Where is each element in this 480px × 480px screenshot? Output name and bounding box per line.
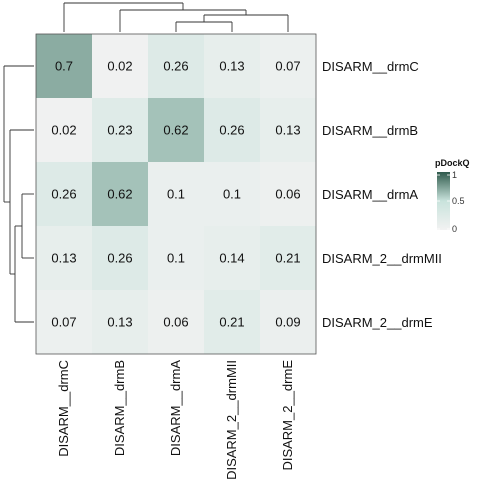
legend-ticks: 10.50 bbox=[437, 170, 465, 234]
heatmap-cell bbox=[148, 34, 204, 98]
heatmap-cell bbox=[204, 290, 260, 354]
cell-value-label: 0.7 bbox=[55, 59, 73, 74]
heatmap-cell bbox=[148, 98, 204, 162]
legend-title: pDockQ bbox=[435, 158, 470, 168]
row-label: DISARM__drmA bbox=[322, 187, 418, 202]
heatmap-cell bbox=[92, 34, 148, 98]
column-dendrogram bbox=[63, 2, 289, 32]
cell-value-label: 0.07 bbox=[51, 315, 76, 330]
cell-value-label: 0.23 bbox=[107, 123, 132, 138]
row-label: DISARM__drmC bbox=[322, 59, 419, 74]
row-label: DISARM__drmB bbox=[322, 123, 418, 138]
heatmap-cell bbox=[36, 162, 92, 226]
cell-value-label: 0.1 bbox=[167, 187, 185, 202]
column-label: DISARM__drmC bbox=[56, 360, 71, 457]
column-labels: DISARM__drmC DISARM__drmB DISARM__drmA DISA… bbox=[56, 360, 295, 480]
heatmap-cell bbox=[204, 98, 260, 162]
cell-value-label: 0.06 bbox=[275, 187, 300, 202]
heatmap-cell bbox=[260, 290, 316, 354]
heatmap-cell bbox=[148, 226, 204, 290]
legend-tick-label: 0.5 bbox=[452, 196, 465, 206]
column-label: DISARM_2__drmE bbox=[280, 360, 295, 471]
cell-value-label: 0.02 bbox=[107, 59, 132, 74]
cell-value-label: 0.13 bbox=[275, 123, 300, 138]
cell-value-label: 0.06 bbox=[163, 315, 188, 330]
cell-value-label: 0.13 bbox=[107, 315, 132, 330]
cell-value-label: 0.26 bbox=[107, 251, 132, 266]
heatmap-cell bbox=[260, 162, 316, 226]
heatmap-border bbox=[35, 33, 317, 355]
column-label: DISARM__drmA bbox=[168, 360, 183, 456]
column-label: DISARM_2__drmMII bbox=[224, 360, 239, 480]
row-label: DISARM_2__drmMII bbox=[322, 251, 442, 266]
heatmap-cell bbox=[260, 98, 316, 162]
heatmap-cell bbox=[148, 162, 204, 226]
heatmap-cell bbox=[92, 290, 148, 354]
heatmap-cell bbox=[92, 98, 148, 162]
heatmap-cell bbox=[36, 226, 92, 290]
heatmap-cell bbox=[36, 34, 92, 98]
legend-tick-label: 1 bbox=[452, 170, 457, 180]
cell-value-label: 0.62 bbox=[107, 187, 132, 202]
column-label: DISARM__drmB bbox=[112, 360, 127, 456]
color-legend: pDockQ 10.50 bbox=[435, 158, 470, 234]
cell-value-label: 0.21 bbox=[275, 251, 300, 266]
cell-value-label: 0.02 bbox=[51, 123, 76, 138]
heatmap-cell bbox=[204, 226, 260, 290]
cell-value-label: 0.13 bbox=[51, 251, 76, 266]
heatmap-cell bbox=[92, 226, 148, 290]
cell-value-label: 0.13 bbox=[219, 59, 244, 74]
heatmap-cell bbox=[148, 290, 204, 354]
heatmap-cell bbox=[36, 290, 92, 354]
heatmap-cell bbox=[260, 226, 316, 290]
heatmap-cell bbox=[92, 162, 148, 226]
heatmap-cell bbox=[204, 34, 260, 98]
cell-value-label: 0.26 bbox=[163, 59, 188, 74]
heatmap-cell bbox=[36, 98, 92, 162]
cell-value-label: 0.09 bbox=[275, 315, 300, 330]
cell-value-label: 0.26 bbox=[51, 187, 76, 202]
cell-value-labels: 0.7 0.02 0.26 0.13 0.07 0.02 0.23 0.62 0.26 0.13 0… bbox=[51, 59, 300, 330]
legend-tick-label: 0 bbox=[452, 224, 457, 234]
heatmap-cell bbox=[204, 162, 260, 226]
cell-value-label: 0.21 bbox=[219, 315, 244, 330]
row-dendrogram bbox=[3, 65, 34, 323]
cell-value-label: 0.14 bbox=[219, 251, 244, 266]
cell-value-label: 0.26 bbox=[219, 123, 244, 138]
cell-value-label: 0.1 bbox=[167, 251, 185, 266]
heatmap-cell bbox=[260, 34, 316, 98]
cell-value-label: 0.62 bbox=[163, 123, 188, 138]
heatmap-cells bbox=[36, 34, 316, 354]
legend-colorbar bbox=[437, 172, 450, 230]
row-labels: DISARM__drmC DISARM__drmB DISARM__drmA DISA… bbox=[322, 59, 442, 330]
cell-value-label: 0.1 bbox=[223, 187, 241, 202]
cell-value-label: 0.07 bbox=[275, 59, 300, 74]
row-label: DISARM_2__drmE bbox=[322, 315, 433, 330]
